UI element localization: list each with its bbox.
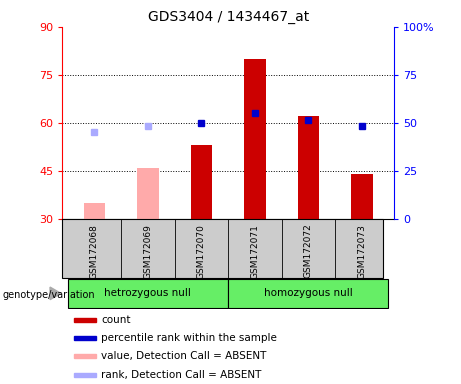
Bar [191,145,212,219]
Bar [137,168,159,219]
Title: GDS3404 / 1434467_at: GDS3404 / 1434467_at [148,10,309,25]
Bar [351,174,373,219]
Text: percentile rank within the sample: percentile rank within the sample [101,333,278,343]
Text: rank, Detection Call = ABSENT: rank, Detection Call = ABSENT [101,369,262,379]
Text: hetrozygous null: hetrozygous null [105,288,191,298]
Polygon shape [50,287,61,300]
Bar [68,279,228,308]
Text: GSM172071: GSM172071 [250,223,260,278]
Text: GSM172068: GSM172068 [90,223,99,278]
Bar [244,59,266,219]
Bar [74,372,95,377]
Bar [228,279,388,308]
Text: genotype/variation: genotype/variation [2,290,95,300]
Text: count: count [101,315,131,325]
Text: GSM172072: GSM172072 [304,223,313,278]
Bar [74,336,95,340]
Text: GSM172069: GSM172069 [143,223,153,278]
Text: GSM172073: GSM172073 [358,223,366,278]
Text: homozygous null: homozygous null [264,288,353,298]
Bar [74,318,95,322]
Text: value, Detection Call = ABSENT: value, Detection Call = ABSENT [101,351,267,361]
Bar [298,116,319,219]
Bar [74,354,95,358]
Text: GSM172070: GSM172070 [197,223,206,278]
Bar [83,203,105,219]
